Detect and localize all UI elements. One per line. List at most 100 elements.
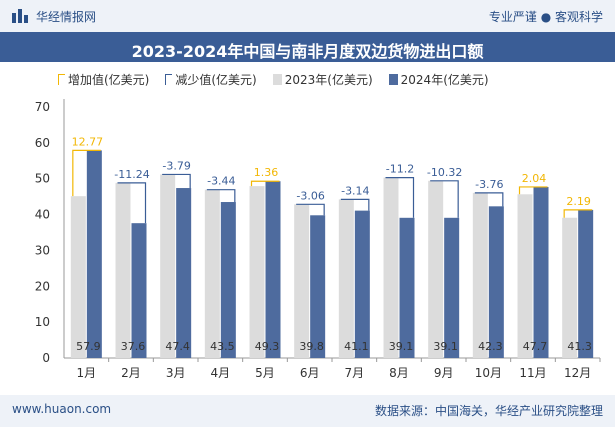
- bar-2023: [249, 186, 265, 358]
- decrease-bracket: [117, 182, 147, 224]
- decrease-bracket: [296, 203, 325, 216]
- slogan: 专业严谨 ● 客观科学: [488, 10, 603, 24]
- bar-2023: [562, 217, 578, 358]
- change-label: -3.06: [296, 189, 324, 202]
- title-bar: [0, 32, 615, 62]
- decrease-swatch-icon: [165, 73, 173, 85]
- legend-item-increase: 增加值(亿美元): [58, 71, 149, 88]
- x-tick-label: 11月: [519, 366, 546, 380]
- y-tick-label: 10: [35, 315, 50, 329]
- value-label-2024: 49.3: [255, 340, 280, 353]
- x-tick-label: 1月: [77, 366, 97, 380]
- bar-2023: [338, 199, 354, 358]
- x-tick-label: 10月: [475, 366, 502, 380]
- bar-2023: [472, 192, 488, 358]
- y-tick-label: 30: [35, 243, 50, 257]
- x-tick-label: 7月: [345, 366, 365, 380]
- increase-bracket: [518, 186, 548, 195]
- value-label-2024: 41.1: [344, 340, 369, 353]
- value-label-2024: 47.7: [523, 340, 548, 353]
- x-tick-label: 6月: [300, 366, 320, 380]
- decrease-bracket: [385, 177, 415, 218]
- change-label: -3.79: [162, 159, 190, 172]
- increase-bracket: [250, 180, 280, 187]
- site-url: www.huaon.com: [12, 402, 112, 416]
- value-label-2024: 37.6: [121, 340, 146, 353]
- legend-item-decrease: 减少值(亿美元): [165, 71, 257, 88]
- chart-title: 2023-2024年中国与南非月度双边货物进出口额: [131, 42, 484, 61]
- change-label: 2.04: [522, 172, 547, 185]
- bar-2023: [70, 196, 86, 358]
- x-tick-label: 8月: [389, 366, 409, 380]
- x-tick-label: 5月: [255, 366, 275, 380]
- change-label: 2.19: [566, 195, 591, 208]
- change-label: 1.36: [254, 166, 279, 179]
- increase-bracket: [563, 209, 593, 218]
- decrease-bracket: [162, 173, 191, 189]
- value-label-2024: 39.1: [433, 340, 458, 353]
- y-tick-label: 70: [35, 100, 50, 114]
- bar-2024: [533, 186, 549, 358]
- legend-label-2023: 2023年(亿美元): [284, 72, 373, 87]
- bar-2023: [383, 177, 399, 358]
- bar-2023: [160, 174, 176, 358]
- data-source: 数据来源：中国海关，华经产业研究院整理: [374, 404, 603, 418]
- bar-2024: [399, 217, 415, 358]
- bar-chart-logo-icon: [12, 9, 28, 23]
- bar-2023: [517, 194, 533, 358]
- footer-bar: [0, 395, 615, 427]
- bar-2024: [220, 202, 236, 358]
- y-tick-label: 40: [35, 208, 50, 222]
- brand-name: 华经情报网: [36, 10, 97, 24]
- value-label-2024: 42.3: [478, 340, 503, 353]
- bar-2024: [86, 150, 102, 358]
- bar-2024: [131, 223, 147, 358]
- x-tick-label: 4月: [211, 366, 231, 380]
- increase-bracket: [72, 149, 101, 197]
- bar-2024: [488, 206, 504, 358]
- legend: 增加值(亿美元) 减少值(亿美元) 2023年(亿美元) 2024年(亿美元): [58, 68, 505, 90]
- x-tick-label: 12月: [564, 366, 591, 380]
- bar-2023: [294, 204, 310, 358]
- value-label-2024: 47.4: [165, 340, 190, 353]
- y-tick-label: 60: [35, 136, 50, 150]
- header-bar: [0, 0, 615, 32]
- bar-2023: [204, 189, 220, 358]
- value-label-2024: 57.9: [76, 340, 101, 353]
- change-label: -3.76: [475, 178, 503, 191]
- value-label-2024: 39.8: [299, 340, 324, 353]
- bar-2023: [428, 180, 444, 358]
- bar-2024: [310, 215, 326, 358]
- x-tick-label: 2月: [121, 366, 141, 380]
- series-2023-swatch-icon: [272, 73, 282, 85]
- decrease-bracket: [206, 189, 236, 203]
- value-label-2024: 39.1: [389, 340, 414, 353]
- y-tick-label: 20: [35, 279, 50, 293]
- bar-2024: [354, 210, 370, 358]
- change-label: -11.2: [386, 163, 414, 176]
- decrease-bracket: [430, 180, 459, 218]
- increase-swatch-icon: [58, 73, 65, 85]
- bar-2024: [265, 181, 281, 358]
- bar-2023: [115, 182, 131, 358]
- bar-2024: [176, 188, 192, 358]
- y-tick-label: 50: [35, 172, 50, 186]
- x-tick-label: 3月: [166, 366, 186, 380]
- bar-chart: 0 10 20 30 40 50 60 70 12.77 57.9 1月 -11.24 37.6 2月 -3…: [35, 99, 601, 380]
- decrease-bracket: [474, 192, 504, 207]
- series-2024-swatch-icon: [388, 73, 398, 85]
- change-label: -3.44: [207, 175, 235, 188]
- change-label: -3.14: [341, 184, 369, 197]
- legend-label-decrease: 减少值(亿美元): [175, 72, 257, 87]
- decrease-bracket: [340, 198, 370, 211]
- legend-item-2023: 2023年(亿美元): [272, 71, 373, 88]
- bar-2024: [578, 209, 594, 358]
- bar-2024: [444, 217, 460, 358]
- value-label-2024: 41.3: [567, 340, 592, 353]
- change-label: -11.24: [114, 168, 149, 181]
- change-label: -10.32: [427, 166, 462, 179]
- legend-item-2024: 2024年(亿美元): [388, 71, 489, 88]
- x-tick-label: 9月: [434, 366, 454, 380]
- legend-label-increase: 增加值(亿美元): [68, 72, 150, 87]
